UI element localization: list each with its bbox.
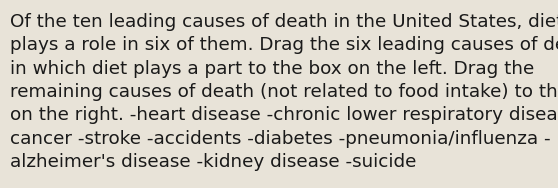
Text: Of the ten leading causes of death in the United States, diet
plays a role in si: Of the ten leading causes of death in th…	[10, 13, 558, 171]
